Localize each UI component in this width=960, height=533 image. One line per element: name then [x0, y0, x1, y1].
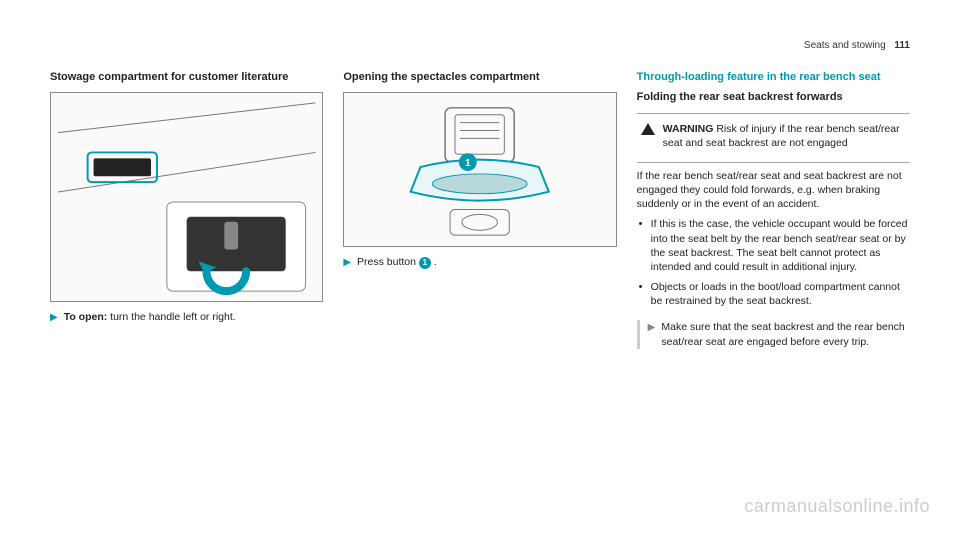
- column-2: Opening the spectacles compartment 1 ▶ P…: [343, 40, 616, 349]
- page-header: Seats and stowing 111: [804, 40, 910, 51]
- warning-header: WARNING Risk of injury if the rear bench…: [641, 122, 906, 150]
- col1-instruction: ▶ To open: turn the handle left or right…: [50, 310, 323, 325]
- arrow-icon: ▶: [50, 311, 58, 325]
- column-1: Stowage compartment for customer litera­…: [50, 40, 323, 349]
- svg-text:1: 1: [465, 158, 471, 169]
- page-body: Stowage compartment for customer litera­…: [0, 0, 960, 379]
- warning-text: WARNING Risk of injury if the rear bench…: [663, 122, 906, 150]
- col1-instruction-bold: To open:: [64, 311, 108, 323]
- column-3: Through-loading feature in the rear benc…: [637, 40, 910, 349]
- figure-spectacles: 1: [343, 92, 616, 247]
- warning-icon: [641, 123, 655, 135]
- header-section: Seats and stowing: [804, 40, 886, 51]
- bullet-2: Objects or loads in the boot/load com­pa…: [637, 280, 910, 308]
- makesure-block: ▶ Make sure that the seat backrest and t…: [637, 320, 910, 348]
- bullet-list: If this is the case, the vehicle occupan…: [637, 217, 910, 314]
- col3-section-title: Through-loading feature in the rear benc…: [637, 70, 910, 84]
- col1-instruction-text: To open: turn the handle left or right.: [64, 310, 236, 325]
- page-number: 111: [894, 40, 910, 51]
- col2-instruction-post: .: [431, 256, 437, 268]
- stowage-illustration: [51, 93, 322, 301]
- arrow-icon: ▶: [343, 256, 351, 270]
- spectacles-illustration: 1: [344, 93, 615, 246]
- col1-title: Stowage compartment for customer litera­…: [50, 70, 323, 84]
- bullet-1: If this is the case, the vehicle occupan…: [637, 217, 910, 274]
- col2-instruction-text: Press button 1 .: [357, 255, 437, 270]
- warning-label: WARNING: [663, 123, 714, 135]
- figure-stowage: [50, 92, 323, 302]
- col3-para1: If the rear bench seat/rear seat and sea…: [637, 169, 910, 212]
- callout-1: 1: [419, 257, 431, 269]
- col1-instruction-rest: turn the handle left or right.: [107, 311, 235, 323]
- arrow-icon: ▶: [648, 321, 656, 348]
- watermark: carmanualsonline.info: [744, 496, 930, 517]
- col2-instruction: ▶ Press button 1 .: [343, 255, 616, 270]
- warning-box: WARNING Risk of injury if the rear bench…: [637, 113, 910, 163]
- makesure-text: Make sure that the seat backrest and the…: [661, 320, 910, 348]
- col2-title: Opening the spectacles compartment: [343, 70, 616, 84]
- col2-instruction-pre: Press button: [357, 256, 419, 268]
- col3-sub-title: Folding the rear seat backrest forwards: [637, 90, 910, 104]
